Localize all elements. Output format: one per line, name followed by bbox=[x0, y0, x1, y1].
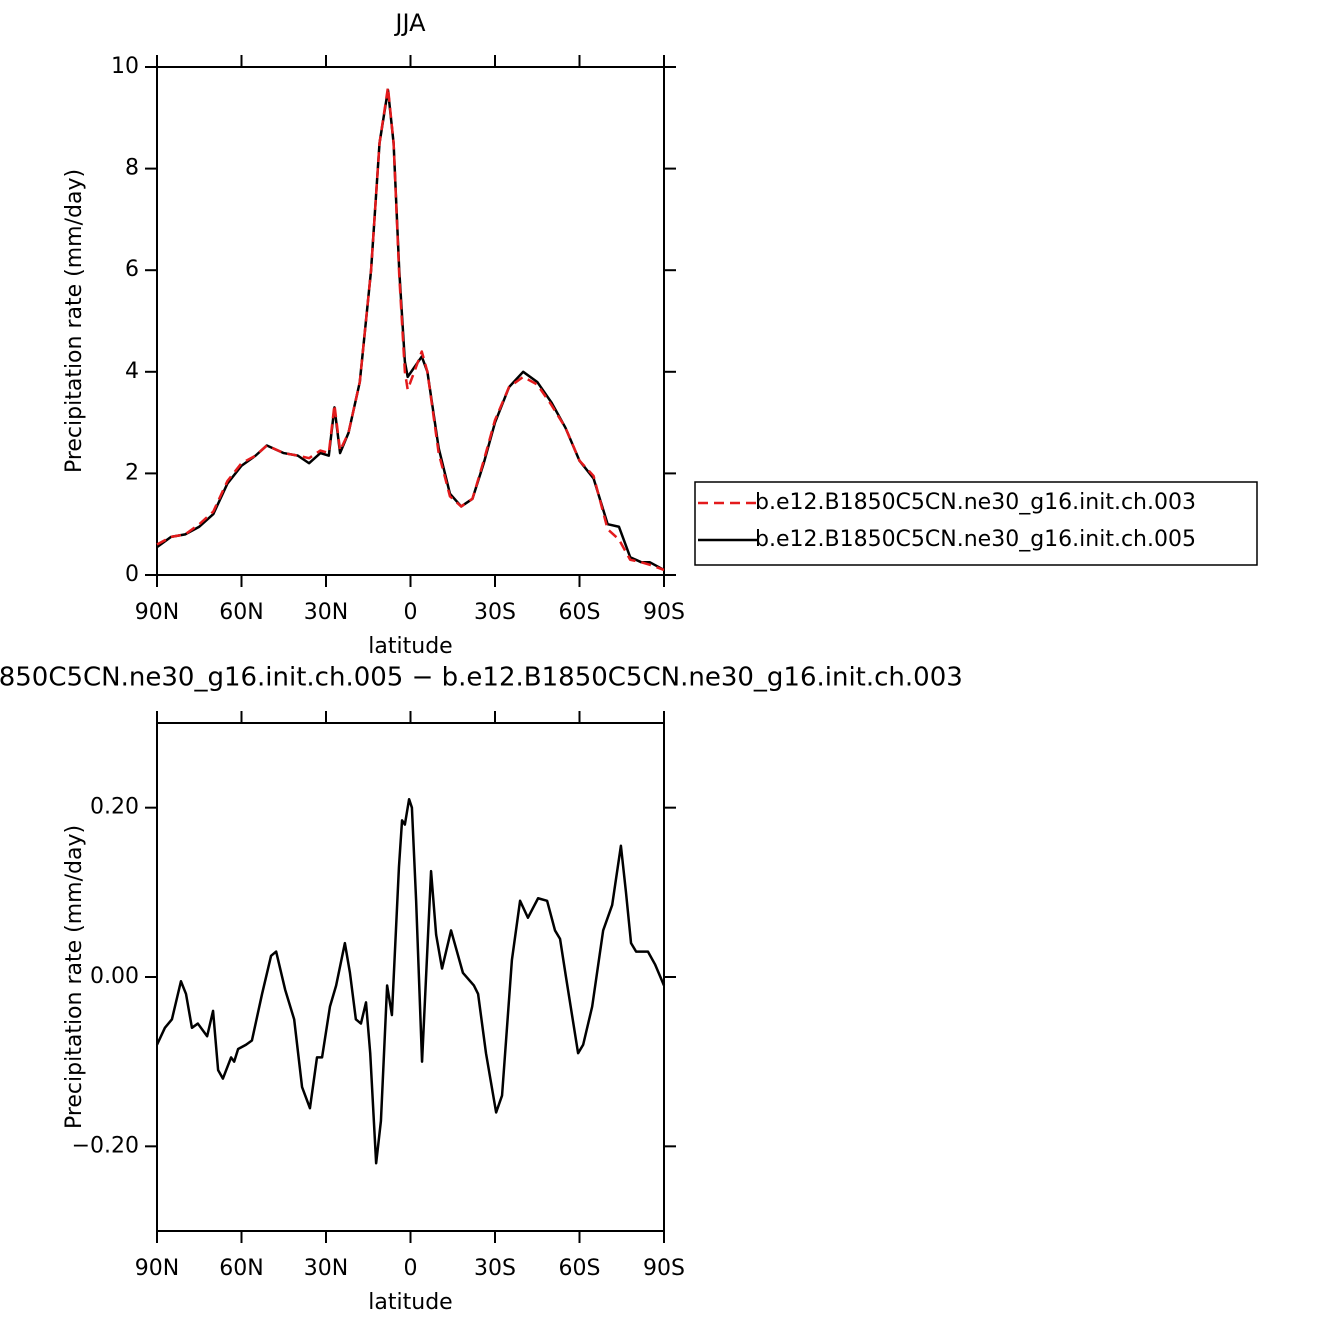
y-tick-label: 8 bbox=[125, 156, 139, 181]
x-axis-label: latitude bbox=[368, 634, 452, 659]
x-tick-label: 30N bbox=[304, 600, 348, 625]
y-tick-label: 0.00 bbox=[90, 964, 139, 989]
y-tick-label: 2 bbox=[125, 460, 139, 485]
y-axis-label: Precipitation rate (mm/day) bbox=[62, 169, 87, 473]
plot-frame bbox=[156, 66, 665, 576]
y-tick-label: 10 bbox=[111, 54, 139, 79]
series-line bbox=[156, 88, 665, 572]
y-tick-label: 4 bbox=[125, 359, 139, 384]
x-tick-label: 30N bbox=[304, 1256, 348, 1281]
plot-frame bbox=[156, 722, 665, 1232]
legend-label: b.e12.B1850C5CN.ne30_g16.init.ch.003 bbox=[755, 490, 1196, 515]
x-tick-label: 60S bbox=[559, 600, 601, 625]
chart-title: JJA bbox=[393, 9, 426, 37]
y-axis-label: Precipitation rate (mm/day) bbox=[62, 825, 87, 1129]
x-tick-label: 30S bbox=[474, 600, 516, 625]
y-tick-label: 6 bbox=[125, 257, 139, 282]
y-tick-label: 0.20 bbox=[90, 795, 139, 820]
x-tick-label: 0 bbox=[404, 1256, 418, 1281]
y-tick-label: −0.20 bbox=[72, 1133, 139, 1158]
chart-title: b.e12.B1850C5CN.ne30_g16.init.ch.005 − b… bbox=[0, 663, 963, 693]
x-tick-label: 0 bbox=[404, 600, 418, 625]
x-tick-label: 90S bbox=[643, 600, 685, 625]
x-tick-label: 90S bbox=[643, 1256, 685, 1281]
series-line bbox=[156, 86, 665, 572]
x-tick-label: 60N bbox=[219, 1256, 263, 1281]
x-axis-label: latitude bbox=[368, 1290, 452, 1315]
x-tick-label: 60S bbox=[559, 1256, 601, 1281]
y-tick-label: 0 bbox=[125, 562, 139, 587]
series-line bbox=[155, 797, 666, 1165]
x-tick-label: 30S bbox=[474, 1256, 516, 1281]
x-tick-label: 60N bbox=[219, 600, 263, 625]
legend-label: b.e12.B1850C5CN.ne30_g16.init.ch.005 bbox=[755, 527, 1196, 552]
x-tick-label: 90N bbox=[135, 1256, 179, 1281]
legend-box bbox=[694, 481, 1258, 566]
x-tick-label: 90N bbox=[135, 600, 179, 625]
